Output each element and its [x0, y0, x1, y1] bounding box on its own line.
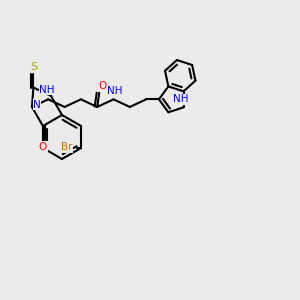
- Text: Br: Br: [61, 142, 73, 152]
- Text: NH: NH: [173, 94, 188, 104]
- Text: Br: Br: [61, 142, 73, 152]
- Text: NH: NH: [107, 86, 122, 96]
- Text: O: O: [98, 81, 106, 91]
- Text: O: O: [39, 142, 47, 152]
- Text: S: S: [30, 61, 37, 71]
- Text: NH: NH: [39, 85, 55, 95]
- Text: N: N: [33, 100, 41, 110]
